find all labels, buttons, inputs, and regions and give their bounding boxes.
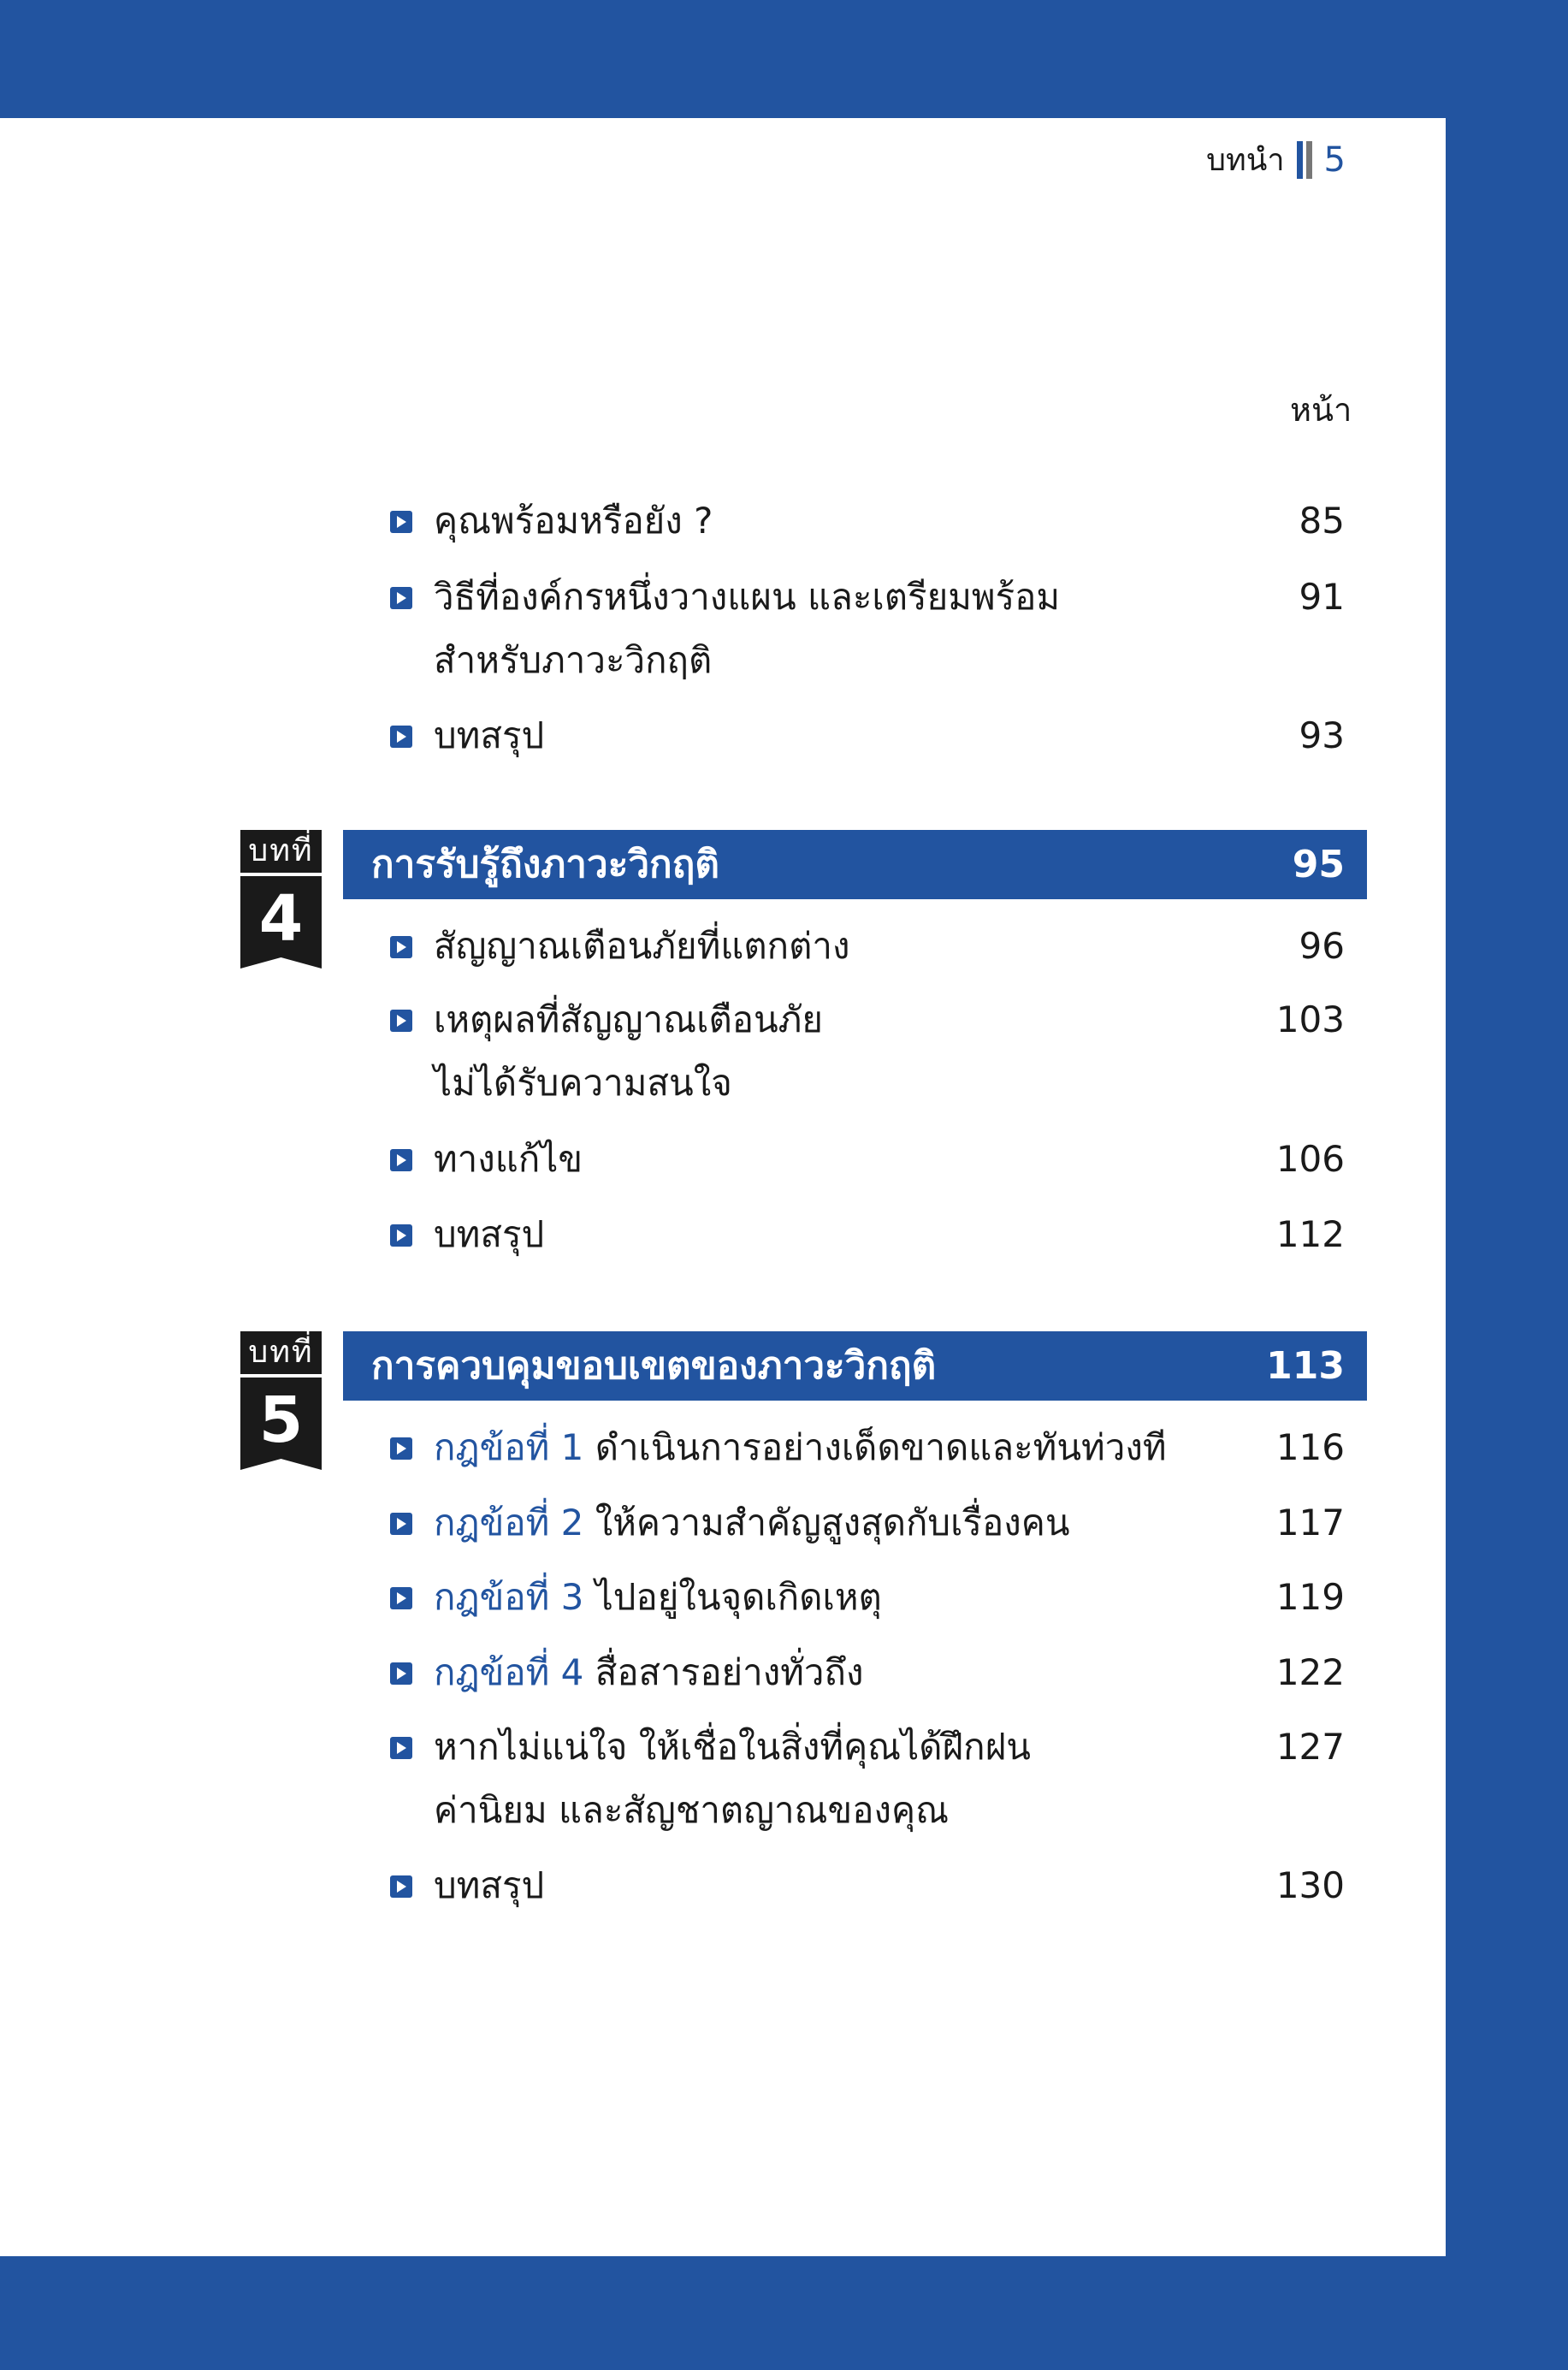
chapter-title: การควบคุมขอบเขตของภาวะวิกฤติ	[371, 1344, 937, 1388]
section-name: บทนำ	[1206, 143, 1285, 178]
arrow-bullet-icon	[390, 1513, 412, 1535]
arrow-bullet-icon	[390, 1437, 412, 1460]
entry-page: 112	[1275, 1213, 1345, 1255]
rule-number: กฎข้อที่ 3	[434, 1576, 584, 1618]
arrow-bullet-icon	[390, 587, 412, 609]
chapter-number: 5	[240, 1378, 322, 1470]
arrow-bullet-icon	[390, 1737, 412, 1759]
entry-title-cont: สำหรับภาวะวิกฤติ	[434, 639, 713, 681]
arrow-bullet-icon	[390, 1010, 412, 1032]
chapter-page: 113	[1266, 1344, 1345, 1388]
entry-title: ให้ความสำคัญสูงสุดกับเรื่องคน	[595, 1502, 1070, 1543]
chapter-title: การรับรู้ถึงภาวะวิกฤติ	[371, 843, 719, 886]
chapter-page: 95	[1292, 843, 1345, 886]
chapter-badge: บทที่ 4	[240, 830, 322, 969]
rule-number: กฎข้อที่ 1	[434, 1426, 584, 1468]
chapter-number: 4	[240, 876, 322, 969]
entry-page: 103	[1275, 998, 1345, 1040]
entry-page: 116	[1275, 1426, 1345, 1468]
rule-number: กฎข้อที่ 4	[434, 1651, 584, 1693]
arrow-bullet-icon	[390, 1662, 412, 1685]
rule-number: กฎข้อที่ 2	[434, 1502, 584, 1543]
entry-page: 91	[1299, 576, 1345, 618]
entry-title: สื่อสารอย่างทั่วถึง	[595, 1651, 864, 1693]
entry-page: 96	[1299, 925, 1345, 967]
entry-page: 130	[1275, 1864, 1345, 1906]
arrow-bullet-icon	[390, 1149, 412, 1171]
arrow-bullet-icon	[390, 511, 412, 533]
entry-page: 106	[1275, 1138, 1345, 1180]
entry-title-cont: ไม่ได้รับความสนใจ	[434, 1062, 732, 1104]
page-number: 5	[1323, 139, 1346, 180]
chapter-label: บทที่	[240, 1331, 322, 1374]
entry-page: 119	[1275, 1576, 1345, 1618]
page	[0, 118, 1446, 2256]
arrow-bullet-icon	[390, 726, 412, 748]
entry-title: วิธีที่องค์กรหนึ่งวางแผน และเตรียมพร้อม	[434, 576, 1061, 618]
entry-title: บทสรุป	[434, 714, 545, 756]
entry-page: 117	[1275, 1502, 1345, 1543]
chapter-banner[interactable]: การรับรู้ถึงภาวะวิกฤติ 95	[343, 830, 1367, 899]
entry-title: เหตุผลที่สัญญาณเตือนภัย	[434, 998, 823, 1040]
entry-page: 85	[1299, 500, 1345, 542]
entry-title: คุณพร้อมหรือยัง ?	[434, 500, 713, 542]
chapter-badge: บทที่ 5	[240, 1331, 322, 1470]
entry-page: 127	[1275, 1726, 1345, 1768]
arrow-bullet-icon	[390, 1587, 412, 1609]
entry-title: ไปอยู่ในจุดเกิดเหตุ	[595, 1576, 882, 1618]
arrow-bullet-icon	[390, 1875, 412, 1898]
entry-title-cont: ค่านิยม และสัญชาตญาณของคุณ	[434, 1789, 950, 1831]
chapter-banner[interactable]: การควบคุมขอบเขตของภาวะวิกฤติ 113	[343, 1331, 1367, 1401]
double-bar-divider	[1296, 140, 1312, 179]
entry-page: 93	[1299, 714, 1345, 756]
page-column-label: หน้า	[1290, 391, 1352, 429]
entry-title: ทางแก้ไข	[434, 1138, 583, 1180]
entry-title: หากไม่แน่ใจ ให้เชื่อในสิ่งที่คุณได้ฝึกฝน	[434, 1726, 1031, 1768]
arrow-bullet-icon	[390, 936, 412, 958]
entry-title: บทสรุป	[434, 1213, 545, 1255]
entry-title: บทสรุป	[434, 1864, 545, 1906]
running-header: บทนำ 5	[1206, 135, 1346, 184]
chapter-label: บทที่	[240, 830, 322, 873]
entry-title: สัญญาณเตือนภัยที่แตกต่าง	[434, 925, 850, 967]
entry-page: 122	[1275, 1651, 1345, 1693]
arrow-bullet-icon	[390, 1224, 412, 1247]
entry-title: ดำเนินการอย่างเด็ดขาดและทันท่วงที	[595, 1426, 1167, 1468]
